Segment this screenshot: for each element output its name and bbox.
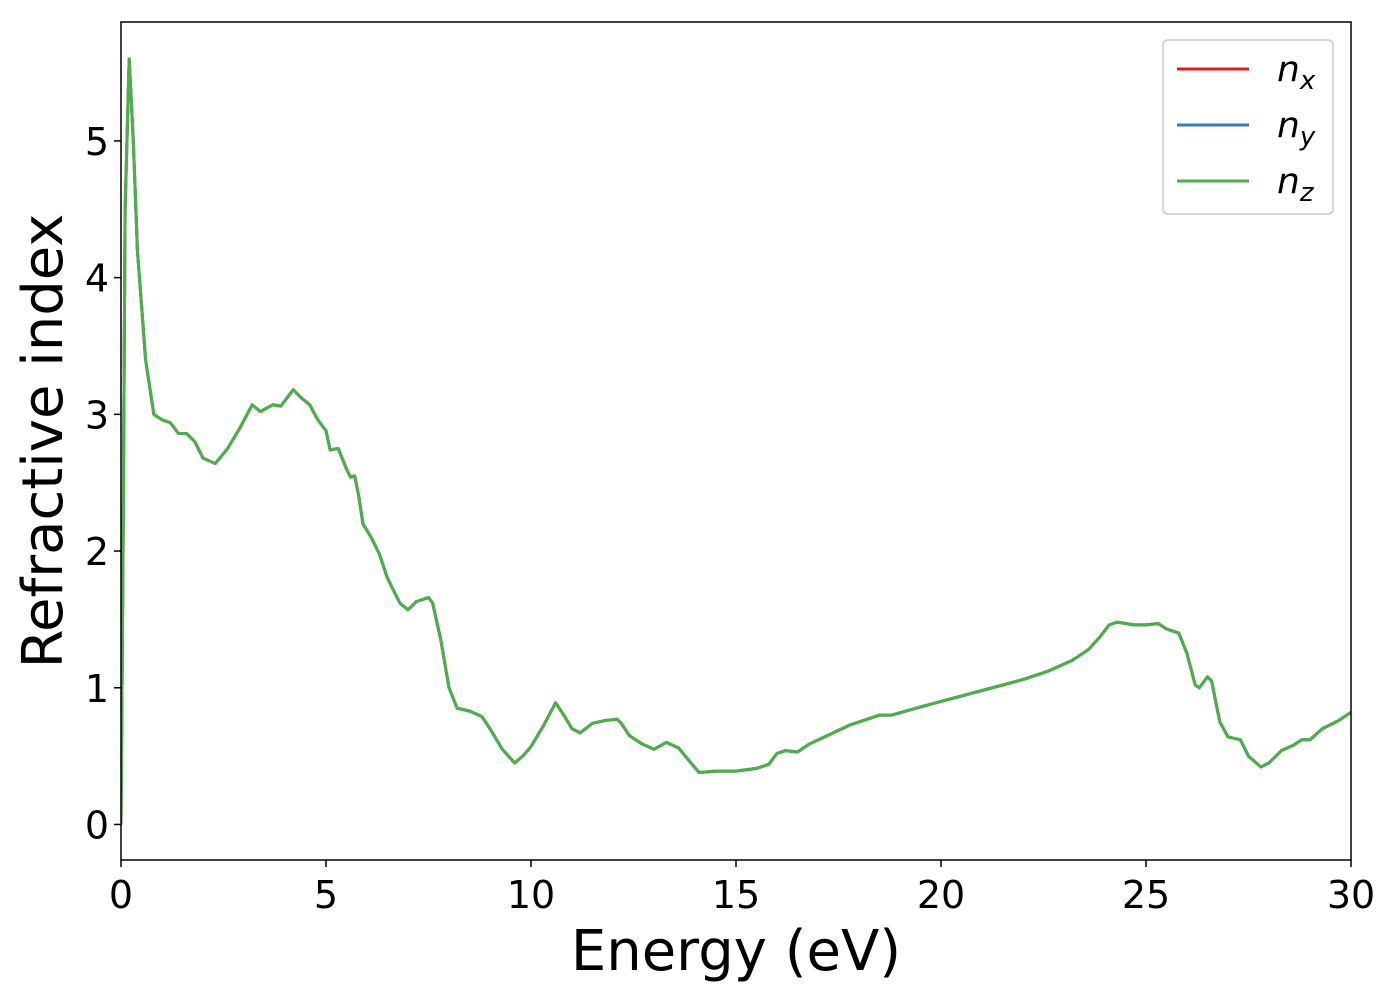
x-tick-label: 30: [1327, 873, 1375, 917]
series-line: [121, 57, 1351, 825]
y-tick-label: 0: [85, 803, 109, 847]
y-tick-label: 2: [85, 530, 109, 574]
y-axis-label: Refractive index: [11, 214, 76, 669]
x-axis-label: Energy (eV): [571, 919, 901, 984]
legend-label: ny: [1277, 105, 1316, 152]
x-tick-label: 5: [314, 873, 338, 917]
x-tick-label: 15: [712, 873, 760, 917]
x-tick-label: 10: [507, 873, 555, 917]
legend-label: nx: [1277, 49, 1316, 96]
plot-frame: [120, 21, 1352, 861]
x-tick-label: 20: [917, 873, 965, 917]
y-tick-label: 5: [85, 120, 109, 164]
y-tick-label: 4: [85, 257, 109, 301]
legend-box: [1162, 39, 1334, 215]
x-tick-label: 0: [109, 873, 133, 917]
x-tick-label: 25: [1122, 873, 1170, 917]
y-tick-label: 3: [85, 393, 109, 437]
legend-label: nz: [1277, 161, 1315, 208]
y-tick-label: 1: [85, 667, 109, 711]
